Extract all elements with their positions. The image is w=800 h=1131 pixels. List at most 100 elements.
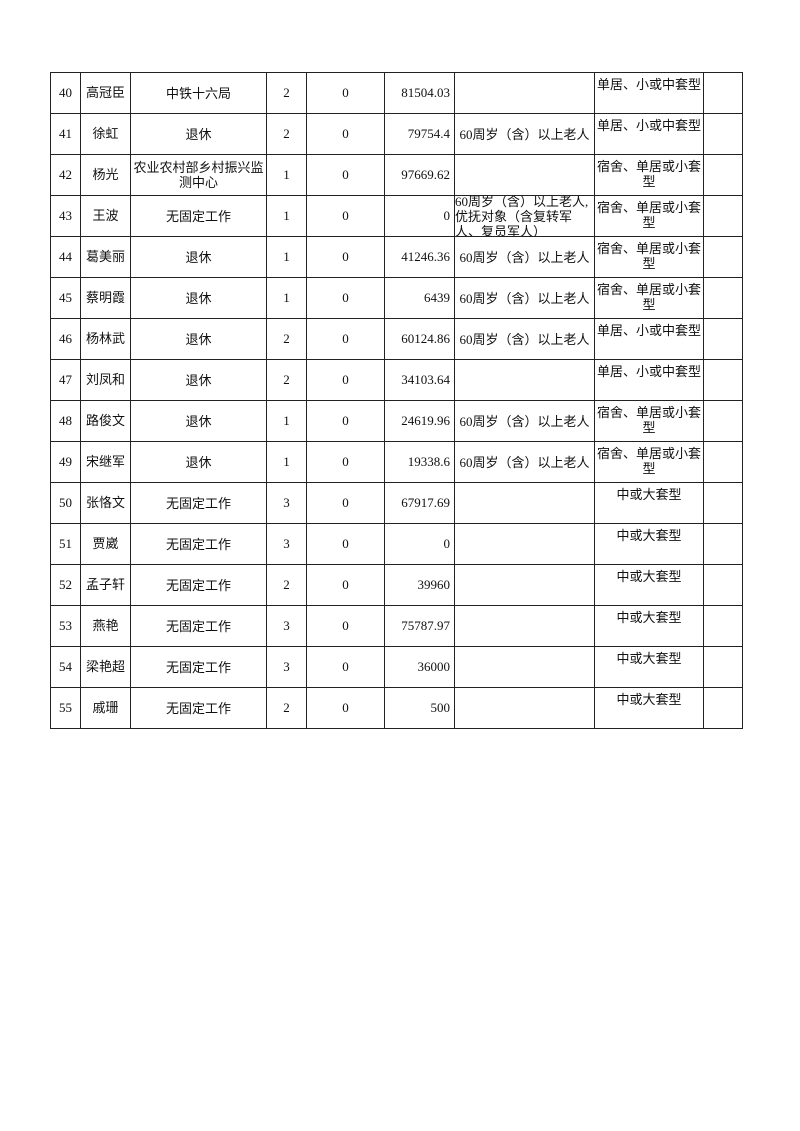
cell-housing: 宿舍、单居或小套型 <box>594 195 704 237</box>
cell-housing-text: 宿舍、单居或小套型 <box>596 200 701 230</box>
cell-work: 退休 <box>130 359 267 401</box>
cell-work: 无固定工作 <box>130 482 267 524</box>
cell-col5: 0 <box>306 523 385 565</box>
cell-category-text: 60周岁（含）以上老人 <box>459 413 590 429</box>
table-row: 55 戚珊 无固定工作 2 0 500 中或大套型 <box>50 687 743 729</box>
cell-name: 孟子轩 <box>80 564 131 606</box>
cell-work-text: 退休 <box>185 290 212 306</box>
cell-col5: 0 <box>306 113 385 155</box>
cell-name: 刘凤和 <box>80 359 131 401</box>
cell-category-text <box>456 156 594 195</box>
cell-housing: 中或大套型 <box>594 523 704 565</box>
cell-work: 退休 <box>130 113 267 155</box>
cell-category-text <box>456 689 594 728</box>
table-row: 50 张恪文 无固定工作 3 0 67917.69 中或大套型 <box>50 482 743 524</box>
cell-work-text: 无固定工作 <box>165 495 231 511</box>
cell-housing-text: 单居、小或中套型 <box>596 118 701 133</box>
cell-members: 1 <box>266 195 307 237</box>
cell-category-text <box>456 74 594 113</box>
cell-members: 1 <box>266 154 307 196</box>
cell-housing-text: 中或大套型 <box>616 692 682 707</box>
cell-note <box>703 113 743 155</box>
cell-category <box>454 154 595 196</box>
cell-category: 60周岁（含）以上老人 <box>454 400 595 442</box>
cell-category: 60周岁（含）以上老人 <box>454 236 595 278</box>
cell-work-text: 无固定工作 <box>165 700 231 716</box>
cell-no: 43 <box>50 195 81 237</box>
cell-category-text <box>456 484 594 523</box>
table-row: 48 路俊文 退休 1 0 24619.96 60周岁（含）以上老人 宿舍、单居或小套型 <box>50 400 743 442</box>
cell-name: 高冠臣 <box>80 72 131 114</box>
cell-no: 49 <box>50 441 81 483</box>
cell-members: 2 <box>266 318 307 360</box>
cell-col5: 0 <box>306 277 385 319</box>
cell-members: 3 <box>266 646 307 688</box>
cell-col5: 0 <box>306 564 385 606</box>
cell-housing: 宿舍、单居或小套型 <box>594 441 704 483</box>
cell-housing: 中或大套型 <box>594 482 704 524</box>
cell-income: 0 <box>384 523 455 565</box>
cell-work-text: 退休 <box>185 249 212 265</box>
cell-no: 51 <box>50 523 81 565</box>
cell-col5: 0 <box>306 687 385 729</box>
cell-name: 路俊文 <box>80 400 131 442</box>
cell-housing-text: 中或大套型 <box>616 651 682 666</box>
cell-work: 中铁十六局 <box>130 72 267 114</box>
cell-col5: 0 <box>306 195 385 237</box>
cell-category <box>454 687 595 729</box>
cell-note <box>703 236 743 278</box>
cell-housing-text: 中或大套型 <box>616 610 682 625</box>
cell-housing-text: 宿舍、单居或小套型 <box>596 405 701 435</box>
table-row: 45 蔡明霞 退休 1 0 6439 60周岁（含）以上老人 宿舍、单居或小套型 <box>50 277 743 319</box>
cell-note <box>703 441 743 483</box>
cell-name: 徐虹 <box>80 113 131 155</box>
cell-note <box>703 646 743 688</box>
cell-income: 36000 <box>384 646 455 688</box>
cell-work-text: 无固定工作 <box>165 618 231 634</box>
cell-note <box>703 687 743 729</box>
cell-no: 47 <box>50 359 81 401</box>
cell-housing: 中或大套型 <box>594 646 704 688</box>
cell-no: 52 <box>50 564 81 606</box>
cell-housing: 单居、小或中套型 <box>594 72 704 114</box>
cell-name: 王波 <box>80 195 131 237</box>
cell-members: 3 <box>266 482 307 524</box>
cell-housing-text: 单居、小或中套型 <box>596 77 701 92</box>
cell-category <box>454 359 595 401</box>
cell-category-text: 60周岁（含）以上老人,优抚对象（含复转军人、复员军人） <box>455 196 589 236</box>
cell-income: 500 <box>384 687 455 729</box>
cell-col5: 0 <box>306 441 385 483</box>
cell-income: 67917.69 <box>384 482 455 524</box>
cell-category-text <box>456 607 594 646</box>
cell-members: 2 <box>266 72 307 114</box>
cell-income: 97669.62 <box>384 154 455 196</box>
cell-no: 45 <box>50 277 81 319</box>
cell-category <box>454 523 595 565</box>
cell-work: 退休 <box>130 400 267 442</box>
cell-no: 44 <box>50 236 81 278</box>
cell-members: 1 <box>266 236 307 278</box>
cell-no: 46 <box>50 318 81 360</box>
cell-income: 60124.86 <box>384 318 455 360</box>
cell-category <box>454 564 595 606</box>
cell-work-text: 退休 <box>185 413 212 429</box>
cell-work-text: 中铁十六局 <box>165 85 231 101</box>
cell-housing-text: 中或大套型 <box>616 569 682 584</box>
cell-no: 55 <box>50 687 81 729</box>
cell-category: 60周岁（含）以上老人 <box>454 318 595 360</box>
cell-work: 退休 <box>130 441 267 483</box>
cell-category-text <box>456 361 594 400</box>
cell-col5: 0 <box>306 482 385 524</box>
cell-no: 54 <box>50 646 81 688</box>
table-row: 44 葛美丽 退休 1 0 41246.36 60周岁（含）以上老人 宿舍、单居或小套型 <box>50 236 743 278</box>
cell-work-text: 无固定工作 <box>165 536 231 552</box>
cell-income: 6439 <box>384 277 455 319</box>
cell-housing: 宿舍、单居或小套型 <box>594 154 704 196</box>
cell-no: 50 <box>50 482 81 524</box>
cell-category-text: 60周岁（含）以上老人 <box>459 454 590 470</box>
table-row: 53 燕艳 无固定工作 3 0 75787.97 中或大套型 <box>50 605 743 647</box>
cell-members: 3 <box>266 523 307 565</box>
cell-name: 葛美丽 <box>80 236 131 278</box>
cell-note <box>703 277 743 319</box>
cell-name: 杨光 <box>80 154 131 196</box>
